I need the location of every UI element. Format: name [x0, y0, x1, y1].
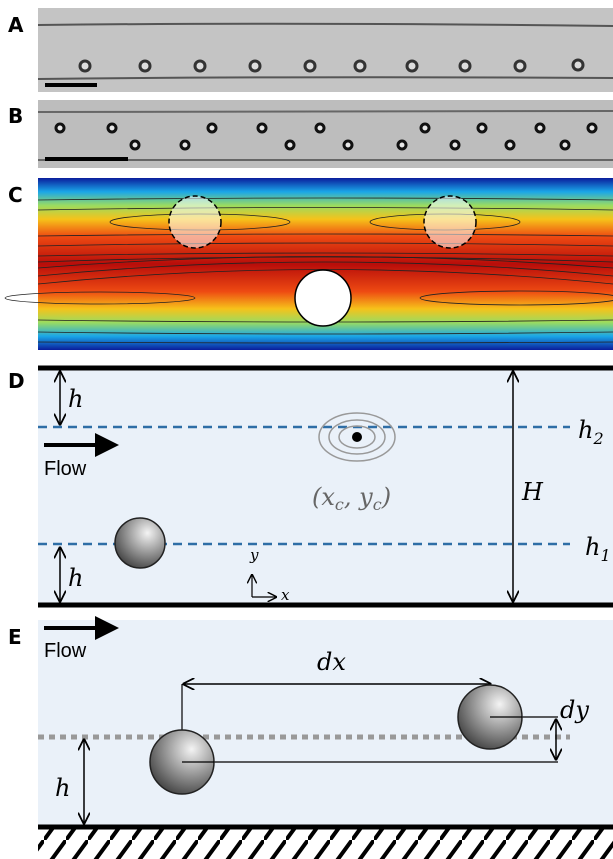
panel-label: E: [8, 625, 22, 649]
dy-label: dy: [560, 696, 589, 724]
yc-sub: c: [373, 495, 382, 514]
image-particle: [169, 196, 221, 248]
panel-label: D: [8, 369, 25, 393]
micrograph: [38, 8, 613, 92]
panel-e: E Flow dx dy h: [8, 620, 613, 859]
figure: A B C D h h H h2 h1: [0, 0, 613, 859]
ground-hatch: [38, 828, 613, 859]
h1-sub: 1: [600, 546, 610, 565]
panel-label: C: [8, 183, 23, 207]
xc-sub: c: [335, 495, 344, 514]
h2-sub: 2: [592, 429, 603, 448]
h-label: h: [55, 774, 70, 802]
panel-c: C: [5, 178, 613, 350]
axis-x-label: x: [281, 586, 290, 604]
panel-a: A: [8, 8, 613, 92]
vortex-center: [352, 432, 362, 442]
H-label: H: [521, 478, 544, 506]
panel-label: B: [8, 104, 23, 128]
dx-label: dx: [317, 648, 346, 676]
h-label: h: [68, 564, 83, 592]
yc: y: [358, 483, 373, 511]
axis-y-label: y: [249, 546, 259, 564]
h1-base: h: [585, 533, 600, 561]
flow-label: Flow: [44, 640, 87, 662]
xc: x: [321, 483, 335, 511]
panel-label: A: [8, 13, 24, 37]
panel-b: B: [8, 100, 613, 168]
flow-label: Flow: [44, 458, 87, 480]
paren: ): [381, 483, 391, 511]
panel-d: D h h H h2 h1 Flow (xc, yc) y x: [8, 366, 613, 606]
particle: [115, 518, 165, 568]
h-label: h: [68, 385, 83, 413]
sep: ,: [344, 483, 359, 511]
particle: [295, 270, 351, 326]
h2-base: h: [578, 416, 593, 444]
image-particle: [424, 196, 476, 248]
